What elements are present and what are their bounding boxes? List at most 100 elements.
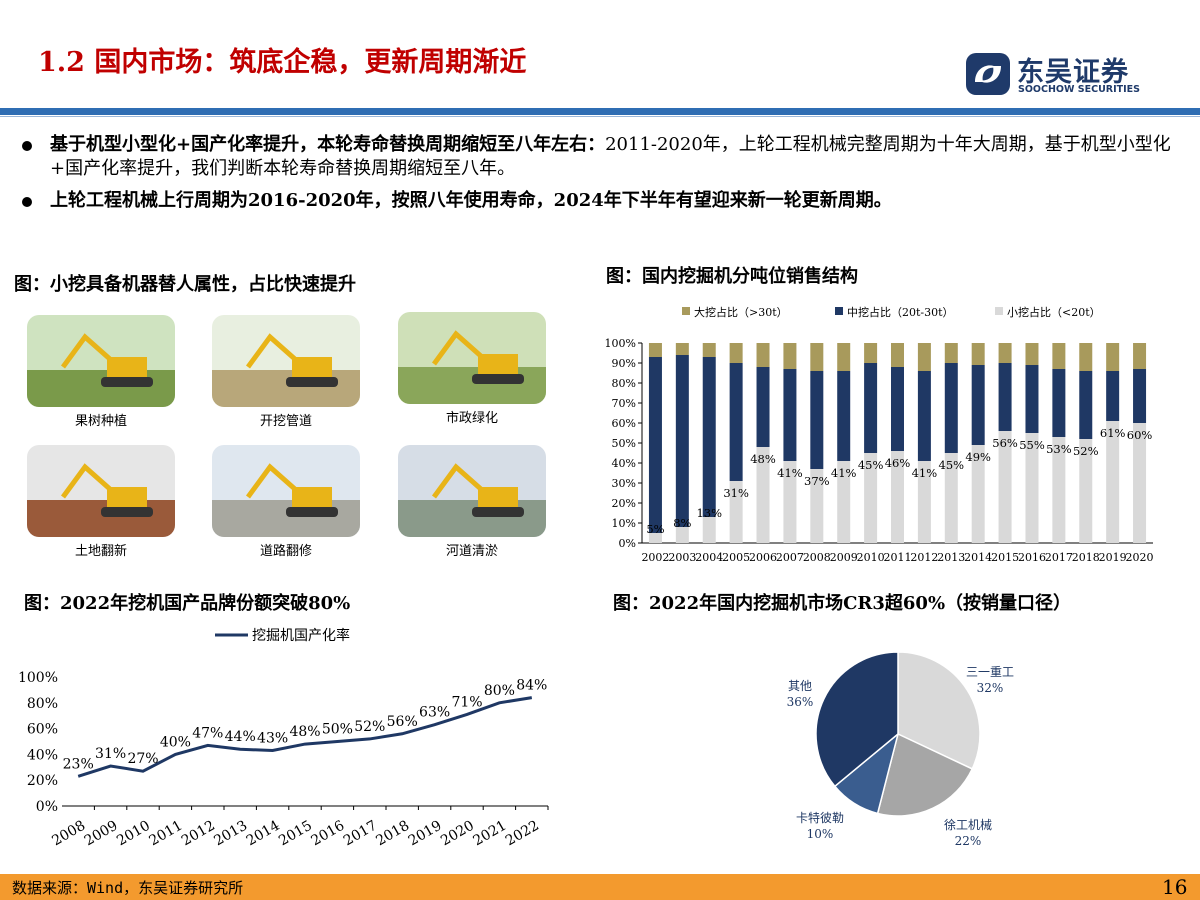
fig3-caption: 图：2022年挖机国产品牌份额突破80% (24, 593, 351, 614)
bar-segment (783, 343, 797, 369)
y-tick-label: 60% (612, 417, 636, 430)
bar-segment (837, 461, 851, 543)
x-tick-label: 2004 (695, 551, 723, 564)
photo-6 (398, 445, 546, 537)
excavator-track (101, 507, 153, 517)
bar-segment (917, 461, 931, 543)
photo-ground (398, 367, 546, 404)
bar-segment (917, 371, 931, 461)
data-label: 5% (646, 522, 664, 536)
bar-segment (944, 363, 958, 453)
bar-segment (1052, 437, 1066, 543)
photo-caption: 市政绿化 (445, 411, 498, 426)
data-label: 60% (1127, 428, 1153, 442)
photo-caption: 开挖管道 (259, 414, 312, 429)
bar-segment (729, 363, 743, 481)
data-label: 52% (1073, 444, 1099, 458)
x-tick-label: 2015 (276, 818, 315, 850)
photo-ground (212, 500, 360, 537)
data-label: 23% (63, 756, 94, 772)
slice-value: 36% (787, 695, 814, 709)
bar-segment (971, 343, 985, 365)
photo-5 (212, 445, 360, 537)
logo-name-en: SOOCHOW SECURITIES (1018, 84, 1140, 95)
y-tick-label: 70% (612, 397, 636, 410)
y-tick-label: 100% (18, 670, 58, 686)
footer-bar (0, 874, 1200, 900)
bar-segment (648, 533, 662, 543)
slice-label: 其他 (788, 679, 812, 693)
data-label: 45% (858, 458, 884, 472)
bar-segment (756, 343, 770, 367)
legend-swatch (995, 307, 1003, 315)
bar-segment (675, 355, 689, 527)
photo-3 (398, 312, 546, 404)
photo-1 (27, 315, 175, 407)
photo-caption: 道路翻修 (259, 544, 312, 559)
photo-caption: 河道清淤 (445, 544, 498, 559)
bar-segment (837, 371, 851, 461)
slice-label: 徐工机械 (944, 817, 992, 832)
data-label: 56% (992, 436, 1018, 450)
excavator-cab (478, 487, 518, 509)
data-source: 数据来源：Wind，东吴证券研究所 (12, 879, 244, 897)
legend-label: 中挖占比（20t-30t） (847, 305, 954, 319)
x-tick-label: 2008 (803, 551, 831, 564)
x-tick-label: 2011 (147, 818, 186, 850)
excavator-arm (245, 333, 298, 369)
data-label: 27% (127, 751, 158, 767)
excavator-arm (60, 333, 113, 369)
page-number: 16 (1162, 875, 1188, 899)
y-tick-label: 30% (612, 477, 636, 490)
bar-segment (944, 453, 958, 543)
excavator-arm (245, 463, 298, 499)
fig4-caption: 图：2022年国内挖掘机市场CR3超60%（按销量口径） (613, 593, 1072, 614)
excavator-track (101, 377, 153, 387)
bar-segment (1052, 343, 1066, 369)
data-label: 13% (696, 506, 722, 520)
bullet-1-bold: 基于机型小型化+国产化率提升，本轮寿命替换周期缩短至八年左右： (50, 134, 606, 155)
legend-swatch (682, 307, 690, 315)
excavator-track (286, 507, 338, 517)
y-tick-label: 20% (27, 773, 58, 789)
x-tick-label: 2014 (964, 551, 992, 564)
x-tick-label: 2019 (1099, 551, 1127, 564)
y-tick-label: 20% (612, 497, 636, 510)
y-tick-label: 40% (612, 457, 636, 470)
bar-segment (810, 371, 824, 469)
bar-segment (1025, 433, 1039, 543)
excavator-cab (292, 357, 332, 379)
company-logo: 东吴证券 SOOCHOW SECURITIES (965, 52, 1145, 97)
excavator-cab (107, 357, 147, 379)
market-share-pie-chart: 三一重工 32% 徐工机械 22% 卡特彼勒 10% 其他 36% (787, 651, 1014, 848)
x-tick-label: 2022 (503, 818, 542, 850)
bar-segment (756, 447, 770, 543)
slice-value: 22% (955, 834, 982, 848)
pie-slice (897, 651, 981, 770)
data-label: 41% (831, 466, 857, 480)
x-tick-label: 2014 (244, 818, 283, 850)
bar-segment (729, 343, 743, 363)
bar-segment (864, 453, 878, 543)
data-label: 48% (750, 452, 776, 466)
x-tick-label: 2021 (471, 818, 510, 850)
x-tick-label: 2015 (991, 551, 1019, 564)
y-tick-label: 100% (605, 337, 636, 350)
bullet-2: 上轮工程机械上行周期为2016-2020年，按照八年使用寿命，2024年下半年有… (22, 189, 1172, 213)
bar-segment (810, 469, 824, 543)
legend-label: 小挖占比（<20t） (1007, 305, 1101, 319)
x-tick-label: 2006 (749, 551, 777, 564)
pie-slice (815, 651, 899, 788)
legend-swatch (835, 307, 843, 315)
page-title: 1.2 国内市场：筑底企稳，更新周期渐近 (38, 47, 527, 78)
legend-label: 大挖占比（>30t） (694, 305, 788, 319)
bar-segment (944, 343, 958, 363)
slice-value: 10% (807, 827, 834, 841)
photo-ground (27, 370, 175, 407)
photo-4 (27, 445, 175, 537)
excavator-arm (431, 330, 484, 366)
x-tick-label: 2016 (309, 818, 348, 850)
bar-segment (837, 343, 851, 371)
excavator-track (472, 374, 524, 384)
bar-segment (917, 343, 931, 371)
